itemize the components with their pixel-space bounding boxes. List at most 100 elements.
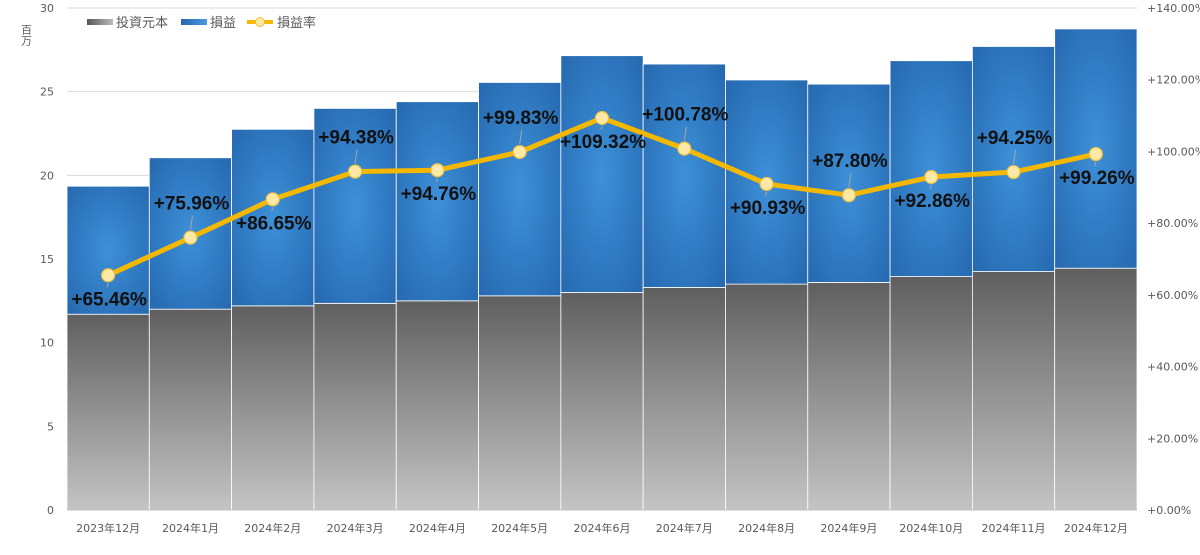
- y-right-tick-label: +60.00%: [1147, 289, 1198, 302]
- line-point: [841, 188, 857, 203]
- bar-principal: [66, 313, 150, 511]
- bar-principal: [807, 282, 891, 511]
- bar-profit: [642, 63, 726, 288]
- line-point: [347, 164, 363, 179]
- x-tick-label: 2024年2月: [244, 521, 301, 535]
- line-point: [594, 110, 610, 126]
- data-labels: +65.46% +75.96% +86.65% +94.38% +94.76% +99.8…: [71, 105, 1134, 311]
- line-point: [677, 141, 692, 156]
- y-right-tick-label: +120.00%: [1147, 74, 1200, 87]
- bar-profit: [560, 55, 644, 293]
- leader-line: [354, 149, 358, 164]
- x-tick-label: 2024年3月: [327, 521, 384, 535]
- bar-profit: [231, 128, 315, 307]
- line-point: [183, 230, 198, 245]
- bar-series: [66, 28, 1138, 511]
- line-point: [101, 268, 116, 283]
- legend-label-principal: 投資元本: [116, 15, 168, 31]
- legend-swatch-principal: [87, 19, 113, 25]
- bar-profit: [971, 46, 1056, 272]
- bar-profit: [313, 108, 397, 304]
- data-label: +94.38%: [318, 128, 394, 149]
- legend-swatch-profit: [181, 19, 207, 25]
- bar-principal: [148, 308, 233, 511]
- y-right-tick-label: +80.00%: [1147, 217, 1198, 230]
- leader-line: [519, 129, 523, 145]
- leader-line: [929, 184, 932, 190]
- bar-profit: [807, 83, 891, 283]
- bar-principal: [642, 287, 726, 511]
- x-tick-label: 2024年10月: [899, 521, 963, 535]
- leader-line: [106, 283, 109, 288]
- axes: 0 5 10 15 20 25 30 +0.00% +20.00% +40.00% +60.00% +…: [20, 2, 1200, 535]
- x-tick-label: 2024年7月: [656, 521, 713, 535]
- data-label: +99.26%: [1059, 168, 1135, 189]
- data-label: +87.80%: [812, 151, 888, 172]
- leader-line: [189, 215, 193, 230]
- data-label: +90.93%: [730, 198, 806, 219]
- y-left-tick-label: 10: [40, 337, 54, 350]
- data-label: +92.86%: [894, 191, 970, 212]
- leader-line: [683, 126, 687, 141]
- x-tick-label: 2024年12月: [1064, 521, 1128, 535]
- y-left-tick-label: 15: [40, 253, 54, 266]
- x-tick-label: 2024年5月: [491, 521, 548, 535]
- bar-principal: [971, 271, 1056, 511]
- leader-line: [1094, 161, 1097, 167]
- bar-principal: [889, 276, 973, 511]
- data-label: +109.32%: [560, 132, 646, 153]
- legend-label-profit: 損益: [210, 16, 236, 31]
- leader-line: [600, 125, 603, 131]
- x-tick-label: 2024年6月: [574, 521, 631, 535]
- x-tick-label: 2024年1月: [162, 521, 219, 535]
- y-right-tick-label: +140.00%: [1147, 2, 1200, 15]
- data-label: +75.96%: [154, 194, 230, 215]
- leader-line: [271, 207, 274, 212]
- line-series: [101, 110, 1103, 283]
- y-left-tick-label: 30: [40, 2, 54, 15]
- y-right-tick-label: +0.00%: [1147, 504, 1191, 517]
- leader-line: [435, 178, 438, 183]
- bar-profit: [478, 82, 562, 297]
- x-tick-label: 2024年11月: [982, 521, 1046, 535]
- legend-label-rate: 損益率: [277, 15, 316, 31]
- line-point: [924, 169, 939, 185]
- data-label: +86.65%: [236, 213, 312, 234]
- legend-marker-rate: [255, 17, 265, 27]
- line-point: [430, 163, 445, 178]
- y-left-tick-label: 5: [47, 420, 54, 433]
- leader-line: [765, 191, 768, 197]
- bar-principal: [725, 283, 809, 511]
- y-right-tick-label: +100.00%: [1147, 145, 1200, 158]
- line-point: [265, 192, 280, 207]
- bar-profit: [395, 101, 479, 302]
- x-tick-label: 2024年8月: [738, 521, 795, 535]
- y-right-tick-label: +20.00%: [1147, 432, 1198, 445]
- leader-line: [1013, 149, 1017, 165]
- bar-principal: [1054, 267, 1138, 511]
- legend: 投資元本 損益 損益率: [87, 15, 316, 31]
- line-point: [1088, 146, 1103, 162]
- bar-principal: [231, 305, 315, 511]
- bar-principal: [560, 292, 644, 511]
- bar-principal: [395, 300, 479, 511]
- data-label: +100.78%: [642, 105, 728, 126]
- data-label: +94.25%: [977, 128, 1053, 149]
- y-left-tick-label: 25: [40, 86, 54, 99]
- line-point: [1006, 164, 1021, 180]
- data-label: +99.83%: [483, 108, 559, 129]
- data-label: +65.46%: [71, 289, 147, 310]
- x-tick-label: 2024年4月: [409, 521, 466, 535]
- bar-profit: [889, 60, 973, 277]
- data-label: +94.76%: [401, 184, 477, 205]
- x-tick-label: 2023年12月: [76, 521, 140, 535]
- leader-line: [848, 173, 852, 188]
- bar-principal: [478, 295, 562, 511]
- y-left-tick-label: 0: [47, 504, 54, 517]
- line-point: [759, 176, 774, 192]
- x-tick-label: 2024年9月: [820, 521, 877, 535]
- line-point: [512, 144, 527, 160]
- y-left-unit-label: 百万: [20, 24, 33, 46]
